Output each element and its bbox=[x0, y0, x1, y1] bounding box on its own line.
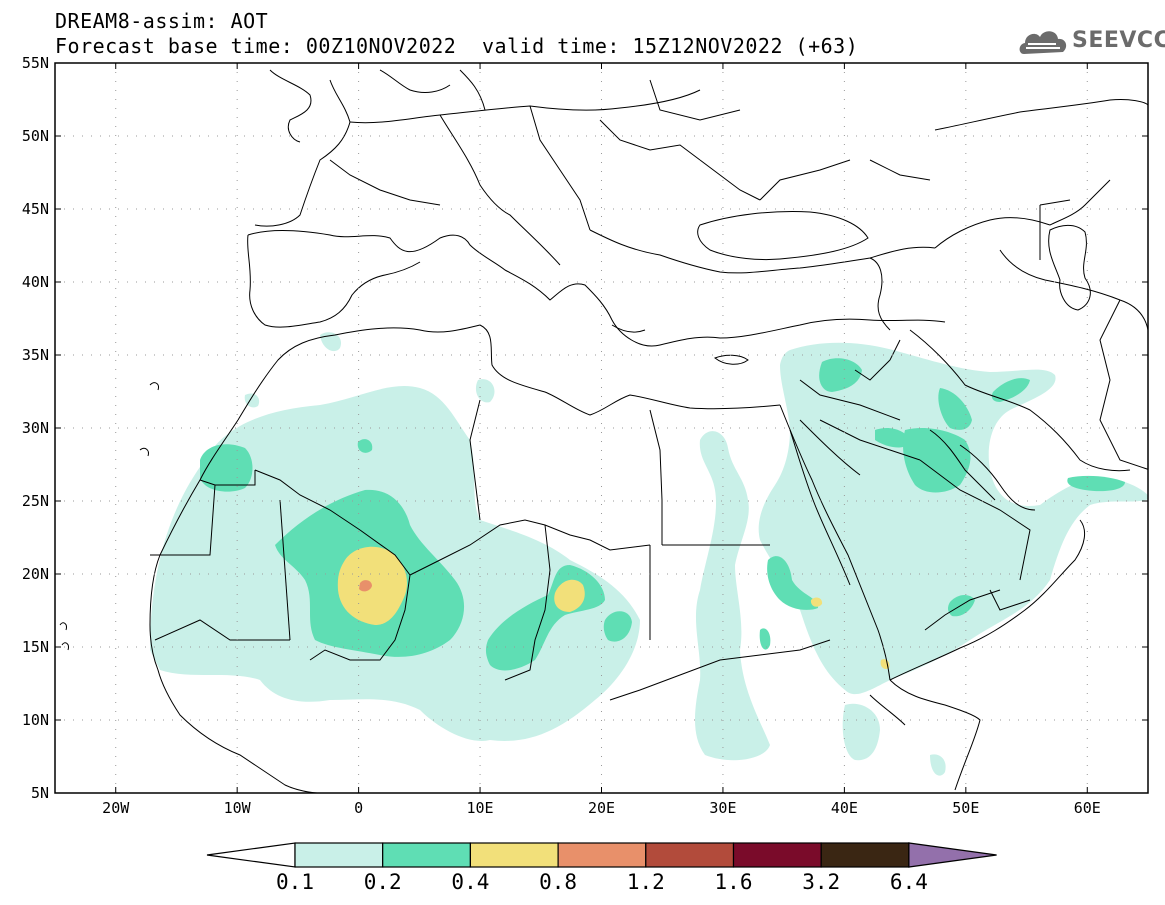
map-title: DREAM8-assim: AOT bbox=[55, 9, 269, 33]
colorbar: 0.1 0.2 0.4 0.8 1.2 1.6 3.2 6.4 bbox=[206, 842, 997, 894]
lat-tick-label: 20N bbox=[22, 565, 49, 583]
colorbar-swatch bbox=[820, 842, 910, 868]
lat-tick-label: 45N bbox=[22, 200, 49, 218]
lat-axis: 55N 50N 45N 40N 35N 30N 25N 20N 15N 10N 5N bbox=[22, 54, 1148, 802]
coastlines bbox=[59, 69, 1148, 793]
colorbar-swatch bbox=[469, 842, 559, 868]
lon-tick-label: 60E bbox=[1074, 799, 1101, 817]
lon-tick-label: 0 bbox=[354, 799, 363, 817]
lat-tick-label: 55N bbox=[22, 54, 49, 72]
colorbar-under-arrow bbox=[206, 842, 296, 868]
colorbar-label: 0.4 bbox=[451, 870, 489, 894]
colorbar-label: 1.6 bbox=[715, 870, 753, 894]
country-borders bbox=[150, 79, 1148, 701]
colorbar-label: 0.2 bbox=[364, 870, 402, 894]
colorbar-label: 6.4 bbox=[890, 870, 928, 894]
lat-tick-label: 5N bbox=[31, 784, 49, 802]
lat-tick-label: 10N bbox=[22, 711, 49, 729]
lat-tick-label: 25N bbox=[22, 492, 49, 510]
lat-tick-label: 35N bbox=[22, 346, 49, 364]
aot-level-0.8 bbox=[359, 580, 372, 592]
colorbar-swatch bbox=[645, 842, 735, 868]
forecast-base-time: Forecast base time: 00Z10NOV2022 bbox=[55, 34, 457, 58]
colorbar-swatch bbox=[382, 842, 472, 868]
lat-tick-label: 40N bbox=[22, 273, 49, 291]
lon-tick-label: 20W bbox=[102, 799, 130, 817]
colorbar-swatch bbox=[732, 842, 822, 868]
lat-tick-label: 15N bbox=[22, 638, 49, 656]
colorbar-swatch bbox=[557, 842, 647, 868]
lon-tick-label: 40E bbox=[831, 799, 858, 817]
aot-level-0.4 bbox=[337, 546, 890, 670]
colorbar-label: 1.2 bbox=[627, 870, 665, 894]
colorbar-over-arrow bbox=[908, 842, 997, 868]
lon-tick-label: 10E bbox=[467, 799, 494, 817]
colorbar-label: 0.1 bbox=[276, 870, 314, 894]
seevccc-logo: SEEVCCC bbox=[1016, 22, 1165, 60]
lon-tick-label: 10W bbox=[224, 799, 252, 817]
lon-tick-label: 30E bbox=[709, 799, 736, 817]
lat-tick-label: 50N bbox=[22, 127, 49, 145]
colorbar-swatch bbox=[294, 842, 384, 868]
logo-text: SEEVCCC bbox=[1072, 28, 1165, 53]
lon-tick-label: 50E bbox=[952, 799, 979, 817]
lon-tick-label: 20E bbox=[588, 799, 615, 817]
colorbar-label: 3.2 bbox=[802, 870, 840, 894]
lat-tick-label: 30N bbox=[22, 419, 49, 437]
colorbar-label: 0.8 bbox=[539, 870, 577, 894]
aot-field bbox=[150, 332, 1148, 776]
cloud-icon bbox=[1019, 31, 1067, 54]
lon-axis: 20W 10W 0 10E 20E 30E 40E 50E 60E bbox=[102, 63, 1101, 817]
valid-time: valid time: 15Z12NOV2022 (+63) bbox=[482, 34, 859, 58]
